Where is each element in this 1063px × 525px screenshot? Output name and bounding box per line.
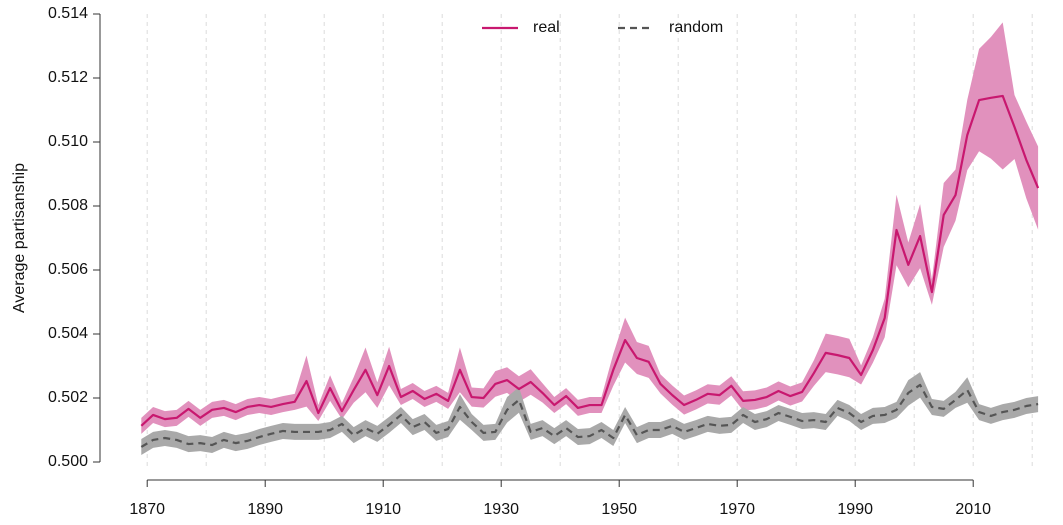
- y-axis-label: Average partisanship: [11, 163, 28, 313]
- series-line: [140, 94, 1040, 427]
- confidence-band: [141, 22, 1039, 434]
- confidence-band: [141, 372, 1039, 455]
- y-tick-label: 0.510: [48, 133, 88, 150]
- x-tick-label: 1950: [601, 501, 637, 518]
- y-tick-label: 0.506: [48, 261, 88, 278]
- y-tick-label: 0.500: [48, 453, 88, 470]
- y-tick-label: 0.512: [48, 69, 88, 86]
- x-tick-label: 2010: [955, 501, 991, 518]
- legend-label: real: [533, 19, 560, 36]
- x-tick-label: 1910: [365, 501, 401, 518]
- y-tick-label: 0.502: [48, 389, 88, 406]
- x-tick-label: 1970: [719, 501, 755, 518]
- x-tick-label: 1870: [129, 501, 165, 518]
- x-tick-label: 1890: [247, 501, 283, 518]
- x-tick-label: 1930: [483, 501, 519, 518]
- y-tick-label: 0.504: [48, 325, 88, 342]
- legend-label: random: [669, 19, 723, 36]
- x-tick-label: 1990: [837, 501, 873, 518]
- y-tick-label: 0.514: [48, 5, 88, 22]
- y-tick-label: 0.508: [48, 197, 88, 214]
- series-line: [140, 383, 1039, 448]
